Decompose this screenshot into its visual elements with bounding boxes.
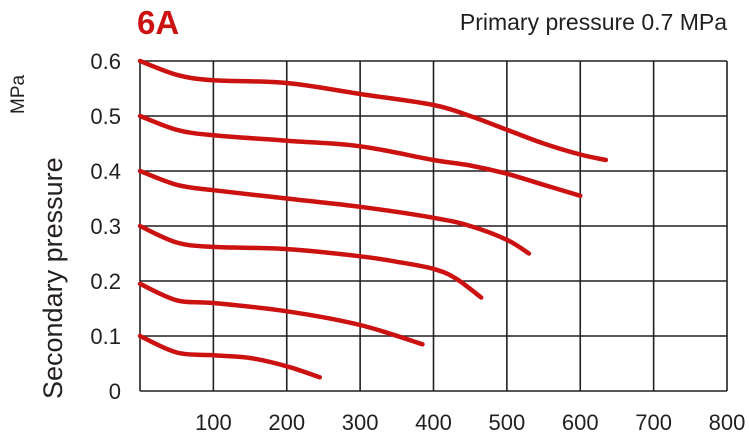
x-tick-label: 800 (709, 410, 746, 435)
y-tick-label: 0.3 (90, 214, 121, 239)
series-line-1 (137, 58, 609, 163)
x-tick-label: 300 (342, 410, 379, 435)
y-unit-label: MPa (8, 75, 29, 115)
model-badge: 6A (137, 4, 179, 41)
series-line-5 (137, 281, 425, 347)
x-tick-label: 200 (268, 410, 305, 435)
x-tick-label: 100 (195, 410, 232, 435)
chart-subtitle: Primary pressure 0.7 MPa (460, 9, 727, 35)
tick-labels: 100 200 300 400 500 600 700 800 0 0.1 0.2 0.3 0.4 0.5… (90, 49, 745, 435)
y-tick-label: 0.6 (90, 49, 121, 74)
series-lines (137, 58, 609, 380)
x-tick-label: 400 (415, 410, 452, 435)
y-tick-label: 0.4 (90, 159, 121, 184)
y-tick-label: 0.2 (90, 269, 121, 294)
y-axis-label: Secondary pressure (38, 157, 68, 399)
series-line-3 (137, 168, 532, 256)
series-line-6 (137, 333, 323, 380)
grid-lines (139, 60, 728, 392)
y-tick-label: 0.1 (90, 324, 121, 349)
series-line-2 (137, 113, 583, 199)
x-tick-label: 600 (562, 410, 599, 435)
y-tick-label: 0.5 (90, 104, 121, 129)
y-tick-label: 0 (109, 379, 121, 404)
x-tick-label: 500 (489, 410, 526, 435)
x-tick-label: 700 (635, 410, 672, 435)
series-line-4 (137, 223, 484, 300)
